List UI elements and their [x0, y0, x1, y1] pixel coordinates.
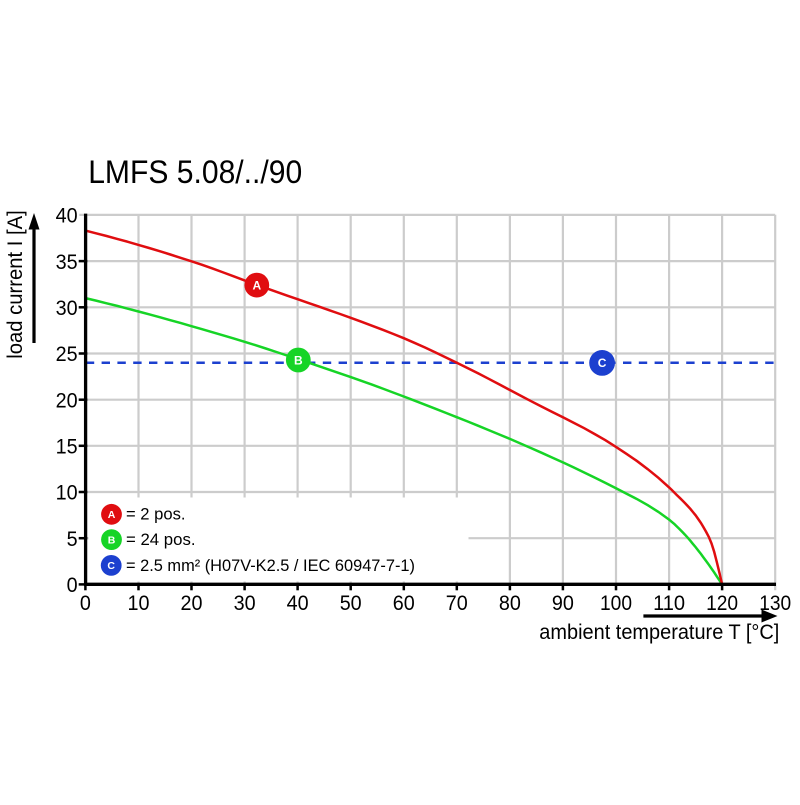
svg-text:= 2 pos.: = 2 pos. — [126, 505, 186, 524]
svg-text:= 24 pos.: = 24 pos. — [126, 530, 196, 549]
svg-text:LMFS 5.08/../90: LMFS 5.08/../90 — [88, 154, 302, 190]
svg-text:40: 40 — [287, 591, 309, 615]
svg-text:15: 15 — [56, 435, 78, 459]
svg-text:90: 90 — [552, 591, 574, 615]
svg-text:B: B — [108, 534, 116, 546]
svg-text:C: C — [107, 560, 115, 572]
svg-text:A: A — [252, 278, 261, 292]
svg-text:25: 25 — [56, 342, 78, 366]
svg-text:110: 110 — [653, 591, 685, 615]
svg-text:40: 40 — [56, 204, 78, 228]
svg-text:80: 80 — [499, 591, 521, 615]
svg-text:35: 35 — [56, 250, 78, 274]
svg-text:130: 130 — [759, 591, 791, 615]
svg-text:= 2.5 mm² (H07V-K2.5 / IEC 609: = 2.5 mm² (H07V-K2.5 / IEC 60947-7-1) — [126, 556, 415, 575]
svg-text:C: C — [598, 356, 607, 370]
svg-text:50: 50 — [340, 591, 362, 615]
svg-text:120: 120 — [706, 591, 738, 615]
svg-text:10: 10 — [128, 591, 150, 615]
svg-text:30: 30 — [234, 591, 256, 615]
svg-text:5: 5 — [67, 527, 78, 551]
svg-text:10: 10 — [56, 481, 78, 505]
svg-text:60: 60 — [393, 591, 415, 615]
svg-text:20: 20 — [56, 388, 78, 412]
svg-text:load current I [A]: load current I [A] — [3, 210, 27, 359]
svg-text:0: 0 — [80, 591, 91, 615]
svg-text:100: 100 — [600, 591, 632, 615]
svg-text:70: 70 — [446, 591, 468, 615]
svg-text:30: 30 — [56, 296, 78, 320]
svg-text:A: A — [108, 509, 116, 521]
svg-text:0: 0 — [67, 573, 78, 597]
svg-text:ambient temperature T [°C]: ambient temperature T [°C] — [539, 620, 779, 644]
svg-text:20: 20 — [181, 591, 203, 615]
svg-text:B: B — [294, 353, 303, 367]
